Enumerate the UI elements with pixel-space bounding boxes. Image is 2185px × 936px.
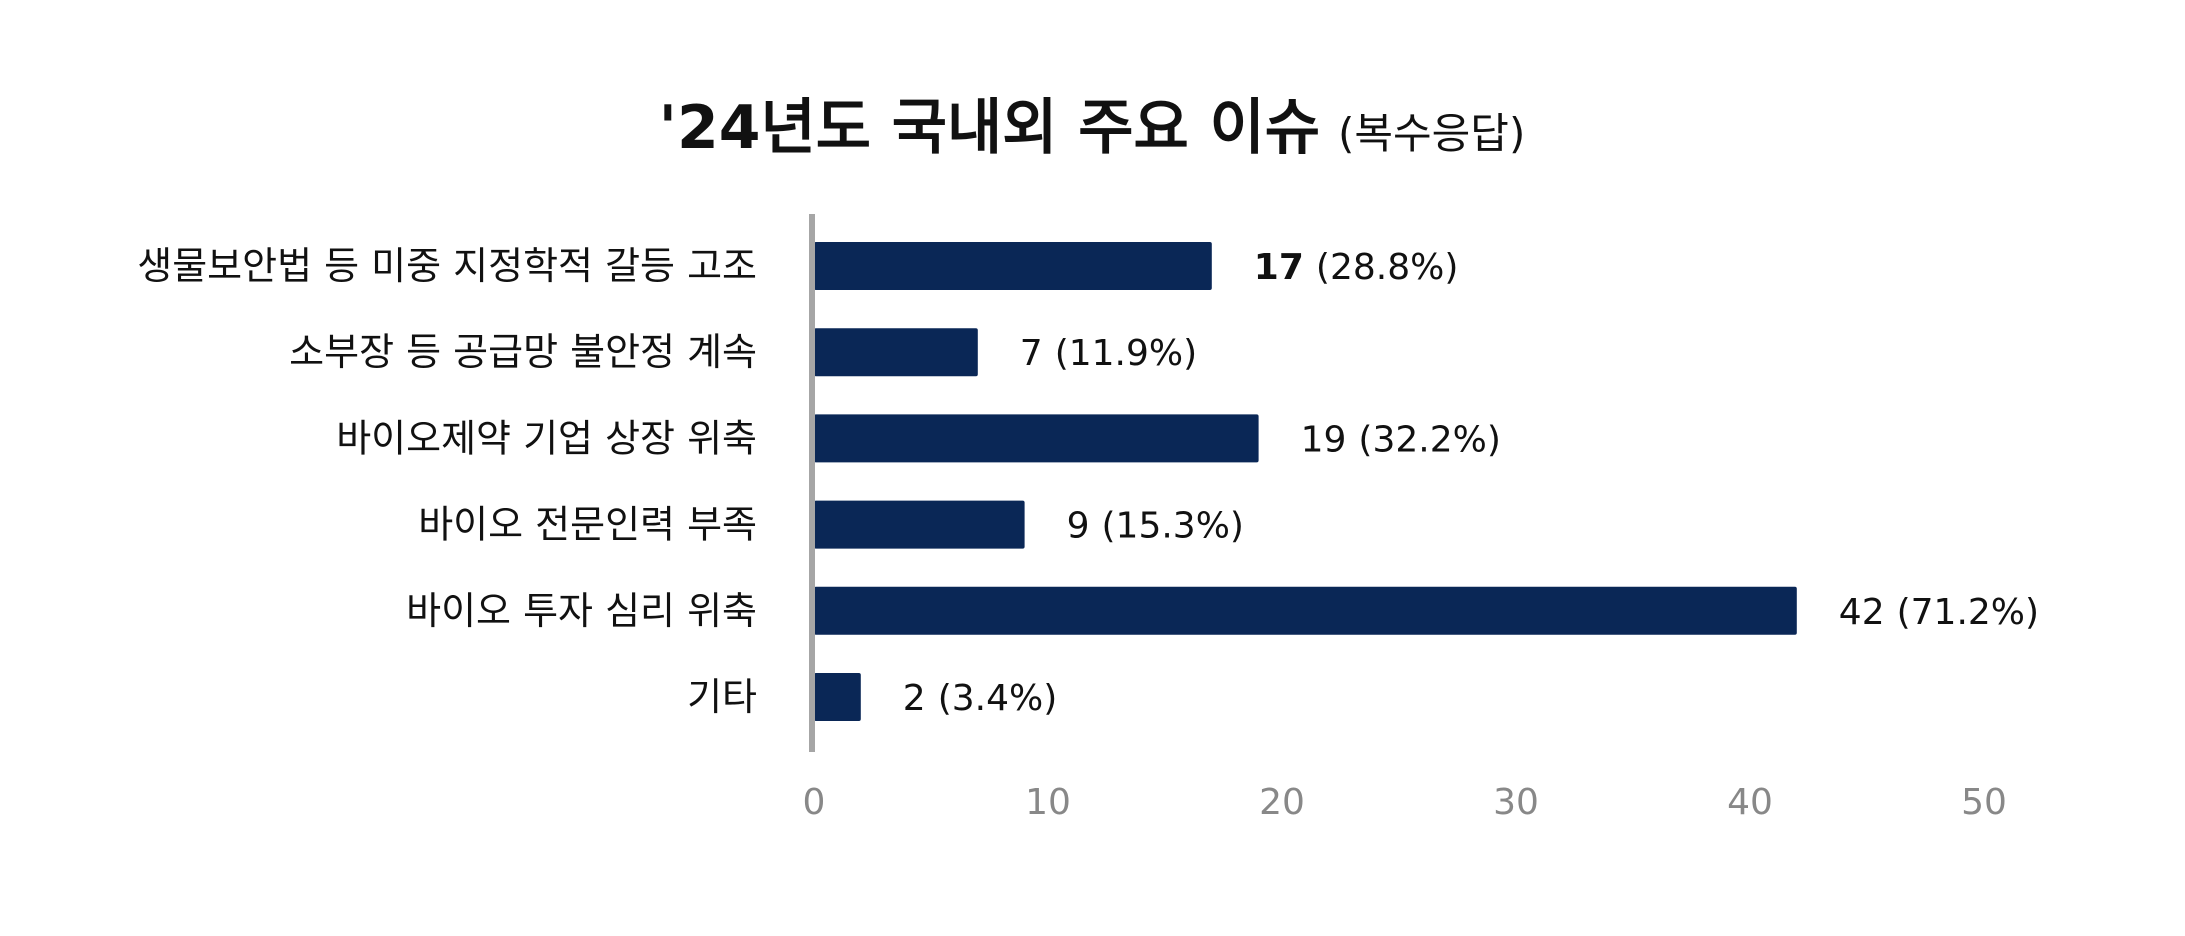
chart-subtitle: (복수응답): [1338, 109, 1525, 158]
x-tick-label: 0: [803, 782, 826, 823]
bar: [814, 242, 1212, 290]
bars-group: [814, 242, 1797, 721]
value-labels: 17 (28.8%) 7 (11.9%) 19 (32.2%) 9 (15.3%) 42 (71.…: [903, 247, 2039, 719]
bar: [814, 414, 1259, 463]
category-label: 소부장 등 공급망 불안정 계속: [289, 330, 757, 374]
x-tick-label: 30: [1493, 782, 1539, 823]
category-label: 기타: [687, 675, 757, 719]
category-label: 바이오 투자 심리 위축: [406, 589, 757, 633]
bar: [814, 500, 1025, 549]
chart-title-main: '24년도 국내외 주요 이슈: [659, 93, 1320, 163]
bar: [814, 328, 978, 377]
data-label-count: 9: [1067, 506, 1090, 547]
category-label: 바이오 전문인력 부족: [418, 503, 757, 547]
data-label-percent: (28.8%): [1316, 247, 1458, 288]
category-label: 생물보안법 등 미중 지정학적 갈등 고조: [137, 244, 757, 288]
data-label-percent: (11.9%): [1055, 333, 1197, 374]
x-tick-label: 10: [1025, 782, 1071, 823]
data-label-count: 19: [1301, 419, 1347, 460]
data-label: 17 (28.8%): [1254, 247, 1459, 288]
bar: [814, 673, 861, 721]
data-label-count: 2: [903, 678, 926, 719]
data-label-percent: (71.2%): [1897, 592, 2039, 633]
data-label-count: 17: [1254, 247, 1304, 288]
data-label-count: 7: [1020, 333, 1043, 374]
data-label: 7 (11.9%): [1020, 333, 1197, 374]
chart-title: '24년도 국내외 주요 이슈 (복수응답): [659, 93, 1526, 163]
category-label: 바이오제약 기업 상장 위축: [336, 416, 757, 460]
data-label: 19 (32.2%): [1301, 419, 1501, 460]
x-tick-label: 40: [1727, 782, 1773, 823]
data-label: 42 (71.2%): [1839, 592, 2039, 633]
x-tick-label: 20: [1259, 782, 1305, 823]
bar: [814, 586, 1797, 635]
data-label: 2 (3.4%): [903, 678, 1057, 719]
data-label-count: 42: [1839, 592, 1885, 633]
x-axis-ticks: 0 10 20 30 40 50: [803, 782, 2007, 823]
x-tick-label: 50: [1961, 782, 2007, 823]
data-label-percent: (15.3%): [1102, 506, 1244, 547]
data-label-percent: (3.4%): [938, 678, 1058, 719]
data-label: 9 (15.3%): [1067, 506, 1244, 547]
data-label-percent: (32.2%): [1358, 419, 1500, 460]
